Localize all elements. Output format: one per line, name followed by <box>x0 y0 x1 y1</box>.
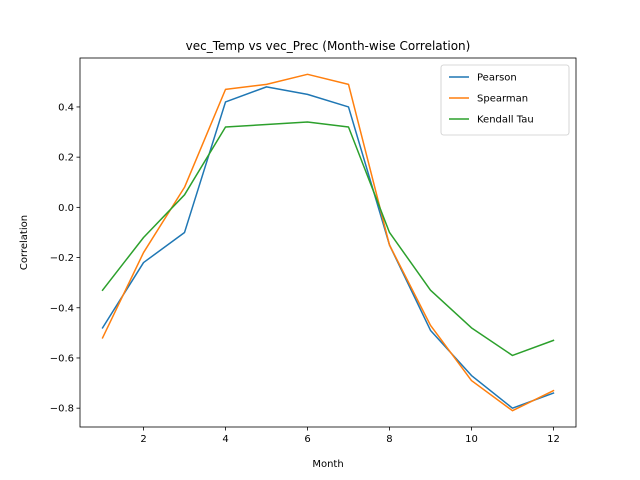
series-line-kendall-tau <box>101 121 555 357</box>
x-tick-label: 10 <box>465 434 478 445</box>
legend: Pearson Spearman Kendall Tau <box>440 64 570 136</box>
y-tick-label: 0.4 <box>58 102 74 113</box>
y-tick-label: 0.2 <box>58 153 74 164</box>
legend-label-kendall-tau: Kendall Tau <box>477 115 534 126</box>
series-layer <box>101 73 555 412</box>
series-line-spearman <box>101 73 555 412</box>
plot-frame <box>79 57 577 428</box>
x-tick-label: 6 <box>304 434 310 445</box>
x-tick-label: 2 <box>140 434 146 445</box>
x-tick-label: 4 <box>222 434 228 445</box>
legend-label-pearson: Pearson <box>477 73 517 84</box>
x-tick-label: 12 <box>547 434 560 445</box>
x-axis-ticks: 2 4 6 8 10 12 <box>140 427 560 445</box>
legend-label-spearman: Spearman <box>477 94 528 105</box>
y-tick-label: −0.2 <box>50 253 74 264</box>
x-tick-label: 8 <box>386 434 392 445</box>
legend-frame <box>440 64 570 136</box>
y-tick-label: −0.8 <box>50 404 74 415</box>
y-tick-label: 0.0 <box>58 203 74 214</box>
y-tick-label: −0.6 <box>50 353 74 364</box>
x-axis-label: Month <box>312 459 343 470</box>
chart-title: vec_Temp vs vec_Prec (Month-wise Correla… <box>186 39 471 53</box>
y-axis-label: Correlation <box>19 215 30 270</box>
y-tick-label: −0.4 <box>50 303 74 314</box>
series-line-pearson <box>101 86 555 409</box>
y-axis-ticks: −0.8 −0.6 −0.4 −0.2 0.0 0.2 0.4 <box>50 102 80 415</box>
